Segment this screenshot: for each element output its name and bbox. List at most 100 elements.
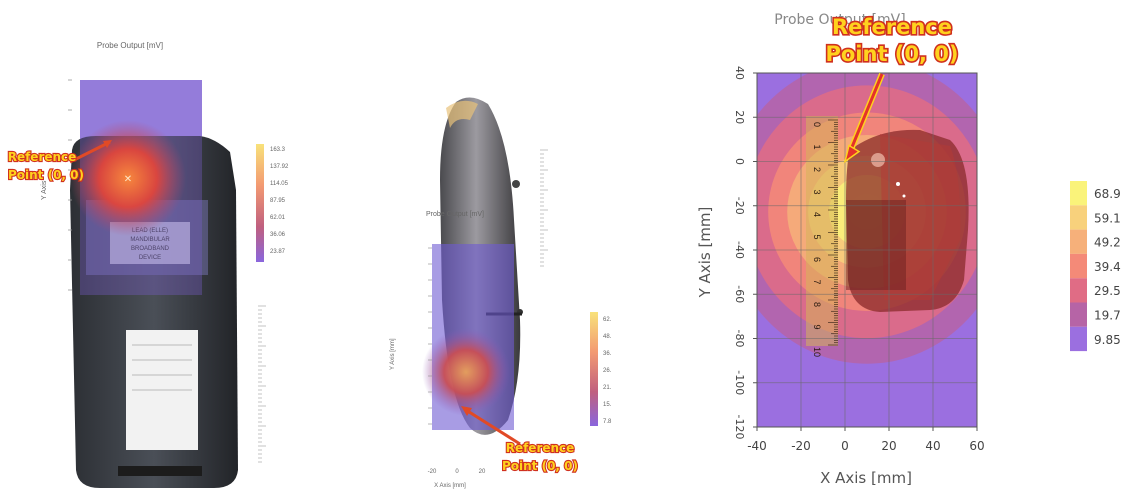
ruler-label: 4 bbox=[812, 212, 822, 217]
ruler bbox=[806, 116, 838, 346]
middle-panel: Probe Output [mV] Y Axis [mm] -20 0 20 X A… bbox=[390, 97, 612, 489]
left-side-ruler bbox=[258, 305, 266, 463]
annotation-label: Reference bbox=[832, 15, 952, 39]
ruler-label: 7 bbox=[812, 280, 822, 285]
annotation-label: Point (0, 0) bbox=[825, 42, 958, 66]
middle-legend-label: 62. bbox=[603, 317, 612, 323]
legend-label: 39.4 bbox=[1094, 260, 1121, 274]
left-panel-title: Probe Output [mV] bbox=[97, 41, 163, 50]
middle-legend-label: 48. bbox=[603, 334, 612, 340]
y-tick-label: -120 bbox=[733, 415, 746, 440]
left-y-ticks bbox=[68, 79, 72, 291]
left-legend-label: 114.05 bbox=[270, 181, 289, 187]
plot-area: 0 1 2 3 4 5 6 7 8 9 10 bbox=[757, 73, 977, 427]
middle-annotation-arrow bbox=[465, 408, 521, 446]
left-hotspot-marker: ✕ bbox=[124, 174, 132, 185]
middle-annotation-arrowhead bbox=[461, 406, 472, 416]
left-legend-label: 36.06 bbox=[270, 232, 286, 238]
legend: 68.9 59.1 49.2 39.4 29.5 19.7 9.85 bbox=[1070, 181, 1121, 352]
y-axis-label: Y Axis [mm] bbox=[696, 207, 714, 299]
phone-button bbox=[512, 180, 520, 188]
middle-panel-xlabel: X Axis [mm] bbox=[434, 483, 466, 489]
middle-x-tick-label: -20 bbox=[428, 469, 437, 475]
y-tick-label: 20 bbox=[733, 110, 746, 124]
middle-side-ruler bbox=[540, 149, 548, 267]
y-tick-label: -40 bbox=[733, 241, 746, 259]
middle-hotspot bbox=[422, 328, 510, 416]
y-tick-label: -100 bbox=[733, 370, 746, 395]
device-label-line-3: BROADBAND bbox=[131, 246, 170, 252]
left-panel-ylabel: Y Axis bbox=[41, 180, 48, 200]
x-tick-label: 20 bbox=[881, 439, 896, 453]
left-panel: Probe Output [mV] Y Axis LEAD (ELLE) MAN… bbox=[7, 41, 289, 488]
middle-annotation-line-2: Point (0, 0) bbox=[502, 459, 578, 473]
left-legend-label: 87.95 bbox=[270, 198, 286, 204]
left-legend: 163.3 137.92 114.05 87.95 62.01 36.06 23.87 bbox=[270, 147, 289, 255]
legend-label: 9.85 bbox=[1094, 333, 1121, 347]
y-tick-label: 0 bbox=[733, 158, 746, 165]
ruler-label: 2 bbox=[812, 167, 822, 172]
y-axis-ticks: -120 -100 -80 -60 -40 -20 0 20 40 bbox=[733, 66, 757, 439]
left-annotation-line-2: Point (0, 0) bbox=[8, 168, 84, 182]
ruler-label: 3 bbox=[812, 190, 822, 195]
left-annotation-arrow bbox=[69, 140, 111, 164]
device-connector bbox=[118, 466, 202, 476]
middle-legend-label: 15. bbox=[603, 402, 612, 408]
right-panel: Probe Output [mV] 0 1 2 3 4 5 6 7 8 9 10 -40 -20 0 20… bbox=[696, 12, 1121, 487]
device-label-line-4: DEVICE bbox=[139, 255, 161, 261]
y-tick-label: -80 bbox=[733, 330, 746, 348]
phone-top-highlight bbox=[446, 100, 478, 128]
middle-x-tick-label: 20 bbox=[479, 469, 486, 475]
annotation-arrowhead bbox=[843, 144, 861, 164]
middle-legend-label: 26. bbox=[603, 368, 612, 374]
legend-swatch bbox=[1070, 205, 1087, 230]
middle-panel-title: Probe Output [mV] bbox=[426, 211, 484, 218]
y-tick-label: -20 bbox=[733, 197, 746, 215]
middle-colorbar bbox=[590, 312, 598, 426]
legend-swatch bbox=[1070, 278, 1087, 303]
ruler-label: 1 bbox=[812, 145, 822, 150]
left-legend-label: 62.01 bbox=[270, 215, 286, 221]
middle-legend-label: 36. bbox=[603, 351, 612, 357]
middle-y-ticks bbox=[428, 247, 432, 425]
device-side-detail bbox=[902, 194, 906, 198]
middle-legend-label: 21. bbox=[603, 385, 612, 391]
reference-annotation: Reference Point (0, 0) bbox=[824, 13, 960, 164]
x-axis-ticks: -40 -20 0 20 40 60 bbox=[747, 427, 985, 453]
ruler-label: 6 bbox=[812, 257, 822, 262]
annotation-arrow bbox=[849, 73, 884, 151]
left-annotation-arrowhead bbox=[103, 140, 112, 148]
legend-swatch bbox=[1070, 326, 1087, 352]
y-tick-label: 40 bbox=[733, 66, 746, 80]
ruler-label: 5 bbox=[812, 235, 822, 240]
x-tick-label: -40 bbox=[747, 439, 767, 453]
left-legend-label: 137.92 bbox=[270, 164, 289, 170]
x-tick-label: -20 bbox=[791, 439, 811, 453]
left-colorbar bbox=[256, 144, 264, 262]
middle-legend-label: 7.8 bbox=[603, 419, 612, 425]
left-legend-label: 23.87 bbox=[270, 249, 286, 255]
legend-label: 19.7 bbox=[1094, 309, 1121, 323]
legend-swatch bbox=[1070, 229, 1087, 254]
legend-label: 29.5 bbox=[1094, 284, 1121, 298]
ruler-label: 9 bbox=[812, 325, 822, 330]
legend-swatch bbox=[1070, 253, 1087, 279]
legend-swatch bbox=[1070, 181, 1087, 206]
ruler-label: 0 bbox=[812, 122, 822, 127]
x-tick-label: 0 bbox=[841, 439, 849, 453]
middle-x-tick-label: 0 bbox=[455, 469, 459, 475]
x-tick-label: 60 bbox=[969, 439, 984, 453]
ruler-label: 8 bbox=[812, 302, 822, 307]
x-tick-label: 40 bbox=[925, 439, 940, 453]
middle-legend: 62. 48. 36. 26. 21. 15. 7.8 bbox=[603, 317, 612, 425]
legend-swatch bbox=[1070, 302, 1087, 327]
device-side-panel bbox=[846, 200, 906, 290]
y-tick-label: -60 bbox=[733, 285, 746, 303]
legend-label: 68.9 bbox=[1094, 187, 1121, 201]
legend-label: 59.1 bbox=[1094, 211, 1121, 225]
device-label-line-2: MANDIBULAR bbox=[130, 237, 170, 243]
x-axis-label: X Axis [mm] bbox=[820, 469, 912, 487]
left-annotation-line-1: Reference bbox=[8, 150, 77, 164]
legend-label: 49.2 bbox=[1094, 236, 1121, 250]
